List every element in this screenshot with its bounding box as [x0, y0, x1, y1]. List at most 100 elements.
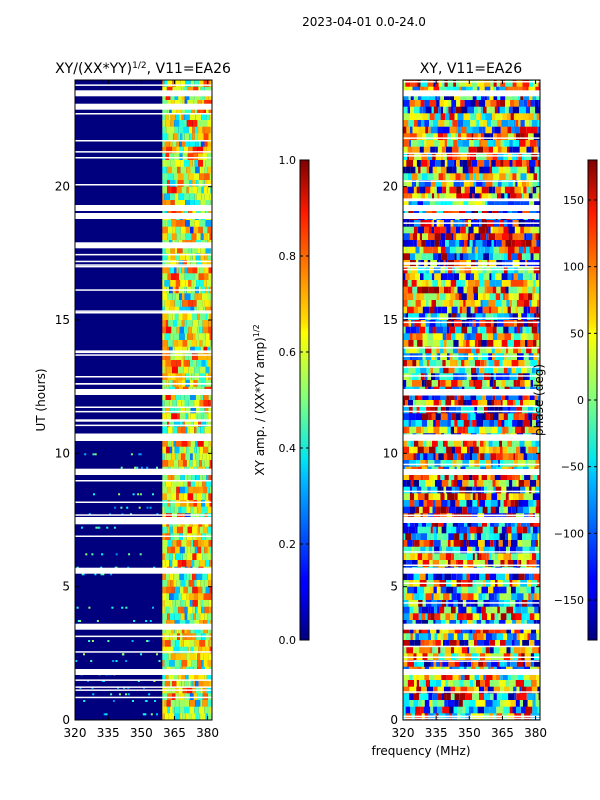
phase-cell [403, 526, 409, 534]
phase-cell [485, 620, 490, 627]
phase-cell [506, 660, 511, 667]
phase-cell [497, 420, 502, 427]
phase-cell [447, 200, 453, 207]
amplitude-cell [174, 300, 181, 307]
amplitude-cell [185, 420, 191, 427]
phase-cell [454, 393, 458, 401]
phase-cell [511, 366, 517, 374]
phase-cell [427, 420, 434, 427]
amplitude-cell [162, 546, 167, 554]
phase-cell [447, 700, 455, 707]
phase-cell [412, 360, 417, 367]
phase-cell [493, 366, 498, 374]
phase-cell [426, 520, 432, 527]
phase-cell [430, 186, 434, 194]
phase-cell [520, 326, 523, 334]
amplitude-cell [196, 260, 203, 267]
amplitude-cell [210, 300, 212, 307]
phase-cell [476, 526, 483, 534]
phase-cell [441, 480, 449, 487]
phase-cell [453, 273, 460, 281]
phase-cell [537, 393, 540, 401]
phase-cell [516, 300, 524, 307]
amplitude-cell [165, 406, 171, 414]
phase-cell [533, 380, 539, 387]
phase-cell [492, 153, 498, 161]
phase-cell [447, 80, 454, 87]
amplitude-cell [184, 680, 189, 687]
phase-cell [479, 320, 486, 327]
phase-cell [488, 446, 493, 454]
phase-cell [503, 226, 509, 234]
phase-cell [538, 306, 540, 314]
amplitude-speck [121, 653, 124, 656]
phase-cell [511, 506, 516, 514]
phase-cell [441, 306, 448, 314]
phase-cell [472, 500, 478, 507]
phase-cell [440, 586, 447, 594]
amplitude-cell [201, 166, 205, 174]
phase-cell [428, 446, 436, 454]
amplitude-speck [128, 553, 131, 556]
phase-cell [484, 160, 489, 167]
amplitude-cell [205, 360, 208, 367]
phase-cell [479, 546, 484, 554]
amplitude-speck [125, 693, 127, 696]
phase-cell [432, 333, 440, 341]
phase-cell [489, 280, 496, 287]
phase-cell [537, 453, 540, 461]
amplitude-cell [164, 193, 170, 201]
phase-cell [435, 500, 442, 507]
amplitude-flag-line [75, 383, 212, 385]
phase-cell [422, 506, 430, 514]
amplitude-cell [185, 413, 189, 421]
phase-cell [493, 646, 500, 654]
phase-cell [422, 286, 429, 294]
phase-cell [415, 633, 420, 641]
amplitude-cell [193, 226, 199, 234]
phase-cell [497, 493, 501, 501]
phase-cell [464, 393, 471, 401]
phase-cell [524, 133, 529, 141]
phase-cell [467, 93, 473, 101]
phase-cell [537, 413, 540, 421]
phase-cell [424, 293, 430, 301]
phase-cell [493, 560, 501, 567]
phase-cell [488, 140, 494, 147]
amplitude-speck [120, 466, 123, 469]
phase-flag-line [403, 582, 540, 584]
phase-cell [410, 346, 417, 354]
phase-cell [493, 333, 498, 341]
phase-cell [516, 406, 523, 414]
phase-cell [526, 246, 530, 254]
amplitude-cell [207, 186, 211, 194]
phase-flag-line [403, 347, 540, 349]
phase-cell [486, 360, 489, 367]
phase-cell [492, 113, 496, 121]
phase-cell [521, 366, 527, 374]
amplitude-cell [181, 673, 185, 681]
phase-cell [419, 633, 424, 641]
phase-flagged-row [403, 389, 540, 395]
amplitude-cell [206, 106, 209, 114]
phase-cell [410, 253, 416, 261]
phase-cell [456, 620, 460, 627]
phase-cell [409, 113, 416, 121]
amplitude-speck [92, 693, 95, 696]
phase-cell [468, 166, 474, 174]
phase-cell [403, 300, 408, 307]
phase-cell [413, 546, 421, 554]
amplitude-cell [185, 426, 188, 434]
amplitude-flag-line [75, 289, 212, 291]
phase-cell [524, 253, 531, 261]
phase-cell [470, 306, 475, 314]
phase-cell [443, 640, 446, 647]
phase-cell [477, 513, 485, 521]
amplitude-cell [178, 126, 184, 134]
phase-cell [434, 393, 441, 401]
amplitude-cell [176, 106, 182, 114]
phase-cell [425, 573, 429, 581]
phase-cell [420, 513, 424, 521]
phase-cell [469, 193, 473, 201]
amplitude-cell [206, 480, 212, 487]
